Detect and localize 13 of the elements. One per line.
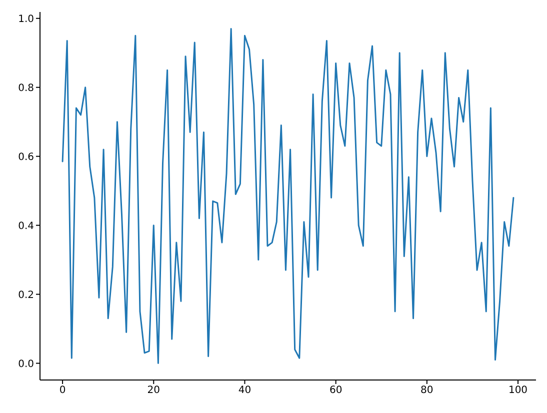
x-tick-label: 20	[147, 385, 160, 396]
y-tick-label: 0.0	[18, 358, 34, 370]
x-tick-label: 40	[238, 385, 252, 396]
y-tick-label: 0.2	[18, 290, 34, 301]
y-tick-label: 0.6	[18, 152, 34, 163]
x-tick-label: 0	[59, 385, 66, 396]
x-tick-label: 60	[329, 385, 342, 396]
line-series	[62, 28, 514, 364]
y-tick-label: 1.0	[18, 14, 34, 25]
y-tick-label: 0.4	[18, 220, 34, 232]
x-tick-label: 100	[508, 385, 528, 396]
x-tick-label: 80	[420, 385, 434, 396]
y-tick-label: 0.8	[18, 82, 34, 94]
